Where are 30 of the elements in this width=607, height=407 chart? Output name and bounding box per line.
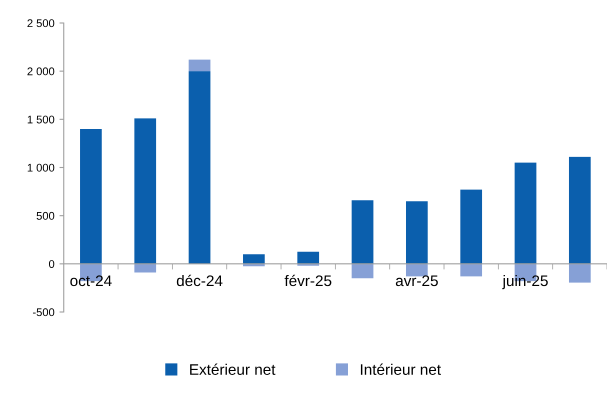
bar xyxy=(188,60,210,72)
y-tick-label: 2 000 xyxy=(27,67,54,76)
bar xyxy=(514,162,536,264)
x-tick-label: févr-25 xyxy=(284,274,332,286)
y-tick-label: 500 xyxy=(36,212,54,220)
x-tick-label: déc-24 xyxy=(176,274,222,286)
bar xyxy=(568,264,591,283)
bar xyxy=(243,254,265,264)
y-tick-label: 1 000 xyxy=(28,164,54,172)
bar xyxy=(134,118,156,264)
y-tick-label: 2 500 xyxy=(27,19,54,28)
bar xyxy=(352,264,374,278)
y-tick-label: -500 xyxy=(32,308,54,316)
legend-label: Extérieur net xyxy=(190,364,276,375)
bar xyxy=(568,156,591,264)
bar xyxy=(297,252,320,264)
bar xyxy=(352,200,374,264)
y-tick-label: 1 500 xyxy=(28,116,54,124)
x-tick-label: oct-24 xyxy=(70,275,112,286)
bar xyxy=(80,128,102,264)
y-tick-label: 0 xyxy=(48,260,54,268)
bar xyxy=(406,201,428,264)
bar xyxy=(406,264,428,276)
x-tick-label: avr-25 xyxy=(396,275,438,286)
bar xyxy=(460,264,482,276)
x-tick-label: juin-25 xyxy=(502,274,548,290)
legend-label: Intérieur net xyxy=(360,364,441,375)
bar xyxy=(188,71,210,264)
bar xyxy=(134,264,156,273)
bar xyxy=(460,190,482,264)
